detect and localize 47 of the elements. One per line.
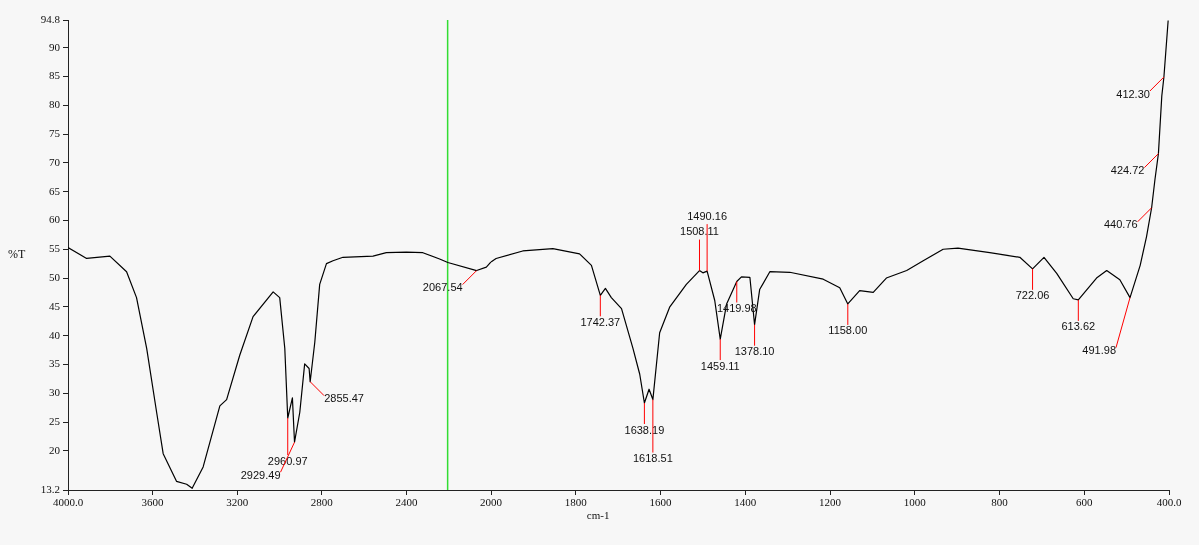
y-tick-label: 55 bbox=[49, 242, 61, 255]
annotation: 2929.49 bbox=[240, 468, 281, 481]
annotation: 722.06 bbox=[1015, 289, 1050, 302]
annotation: 1490.16 bbox=[687, 209, 727, 222]
y-tick-label: 80 bbox=[49, 98, 61, 111]
x-tick-label: 1200 bbox=[819, 496, 842, 509]
annotation: 440.76 bbox=[1103, 218, 1138, 231]
annotation: 1618.51 bbox=[632, 452, 673, 465]
y-tick-label: 60 bbox=[49, 213, 61, 226]
x-axis-title: cm-1 bbox=[586, 509, 610, 522]
y-tick-label: 70 bbox=[49, 155, 61, 168]
annotation: 613.62 bbox=[1061, 320, 1096, 333]
annotation: 2855.47 bbox=[324, 392, 364, 405]
y-tick-label: 65 bbox=[49, 184, 61, 197]
x-tick-label: 1800 bbox=[564, 496, 588, 509]
y-tick-label: 13.2 bbox=[40, 482, 60, 495]
y-tick-label: 45 bbox=[49, 299, 61, 312]
annotation: 1378.10 bbox=[734, 345, 775, 358]
x-tick-label: 2000 bbox=[480, 496, 503, 509]
y-tick-label: 50 bbox=[49, 270, 61, 283]
x-tick-label: 1600 bbox=[649, 496, 672, 509]
x-tick-label: 2400 bbox=[395, 496, 418, 509]
x-tick-label: 600 bbox=[1076, 496, 1093, 509]
x-tick-label: 3600 bbox=[141, 496, 165, 509]
y-tick-label: 40 bbox=[49, 328, 61, 341]
y-tick-label: 30 bbox=[49, 386, 61, 399]
y-axis-title: %T bbox=[8, 247, 26, 262]
x-tick-label: 2800 bbox=[310, 496, 334, 509]
annotation: 424.72 bbox=[1110, 164, 1145, 177]
x-tick-label: 1400 bbox=[734, 496, 757, 509]
y-tick-label: 90 bbox=[49, 40, 61, 53]
annotation: 1158.00 bbox=[828, 324, 868, 337]
annotation: 1459.11 bbox=[700, 359, 740, 372]
x-tick-label: 800 bbox=[991, 496, 1009, 509]
y-tick-label: 85 bbox=[49, 69, 61, 82]
x-tick-label: 3200 bbox=[226, 496, 249, 509]
annotation: 412.30 bbox=[1116, 87, 1150, 100]
y-tick-label: 25 bbox=[49, 414, 61, 427]
y-tick-label: 94.8 bbox=[40, 12, 61, 25]
x-tick-label: 4000.0 bbox=[52, 496, 84, 509]
annotation: 491.98 bbox=[1082, 344, 1117, 357]
y-tick-label: 75 bbox=[49, 126, 61, 139]
x-tick-label: 1000 bbox=[903, 496, 927, 509]
y-tick-label: 20 bbox=[49, 443, 61, 456]
x-tick-label: 400.0 bbox=[1156, 496, 1182, 509]
y-tick-label: 35 bbox=[49, 357, 61, 370]
annotation: 1742.37 bbox=[580, 315, 621, 328]
